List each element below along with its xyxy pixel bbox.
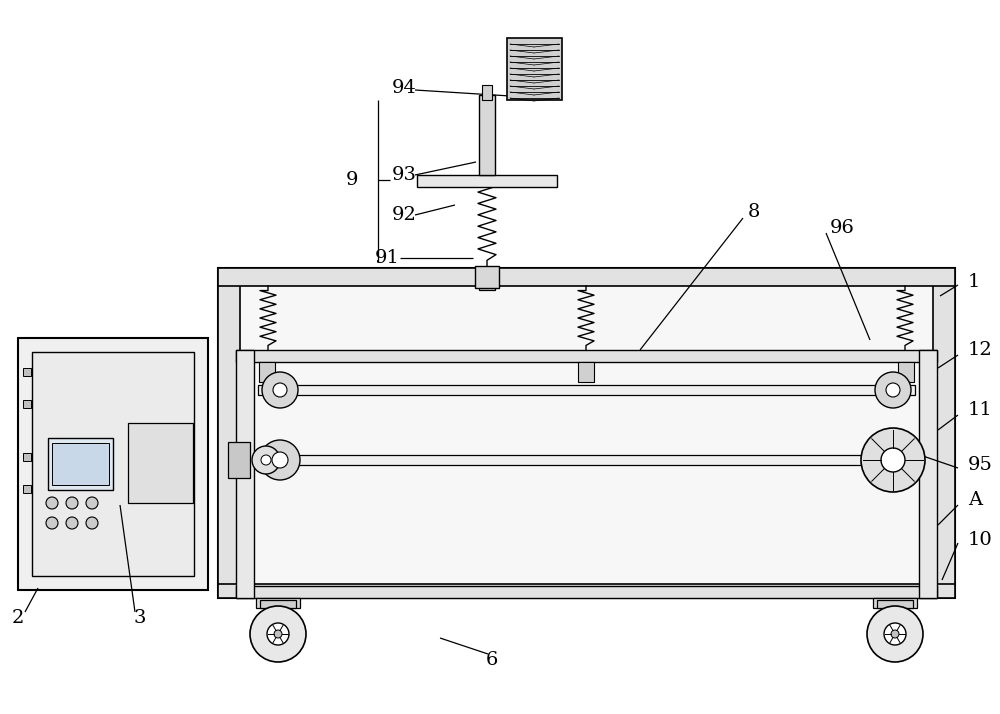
Text: 8: 8 [748,203,760,221]
Bar [218,584,955,598]
Text: 95: 95 [968,456,993,474]
Circle shape [66,497,78,509]
Text: 11: 11 [968,401,993,419]
Circle shape [875,372,911,408]
Circle shape [272,452,288,468]
Text: 94: 94 [392,79,417,97]
Bar [128,423,193,503]
Circle shape [881,448,905,472]
Circle shape [267,623,289,645]
Bar [877,600,913,608]
Text: 2: 2 [12,609,24,627]
Bar [48,438,113,490]
Bar [236,350,937,362]
Bar [479,270,495,290]
Bar [898,362,914,382]
Circle shape [867,606,923,662]
Circle shape [250,606,306,662]
Circle shape [66,517,78,529]
Circle shape [261,455,271,465]
Bar [479,95,495,175]
Circle shape [86,497,98,509]
Bar [873,598,917,608]
Text: 93: 93 [392,166,417,184]
Bar [417,175,557,187]
Circle shape [861,428,925,492]
Bar [259,362,275,382]
Bar [919,350,937,598]
Bar [256,598,300,608]
Circle shape [46,517,58,529]
Text: 92: 92 [392,206,417,224]
Bar [32,352,194,576]
Bar [236,586,937,598]
Bar [236,350,254,598]
Circle shape [884,623,906,645]
Bar [578,362,594,382]
Circle shape [891,630,899,638]
Bar [475,266,499,288]
Text: 3: 3 [134,609,146,627]
Bar [52,443,109,485]
Circle shape [273,383,287,397]
Bar [23,400,31,408]
Bar [218,268,955,286]
Bar [258,455,915,465]
Circle shape [274,630,282,638]
Text: 1: 1 [968,273,980,291]
Bar [228,442,250,478]
Circle shape [252,446,280,474]
Circle shape [262,372,298,408]
Bar [218,268,955,598]
Bar [218,268,240,598]
Circle shape [886,383,900,397]
Bar [482,85,492,100]
Bar [23,368,31,376]
Text: 96: 96 [830,219,855,237]
Bar [18,338,208,590]
Text: A: A [968,491,982,509]
Text: 6: 6 [486,651,498,669]
Bar [260,600,296,608]
Bar [933,268,955,598]
Circle shape [86,517,98,529]
Bar [23,485,31,493]
Circle shape [46,497,58,509]
Text: 91: 91 [375,249,400,267]
Circle shape [260,440,300,480]
Bar [23,453,31,461]
Bar [507,38,562,100]
Text: 10: 10 [968,531,993,549]
Text: 12: 12 [968,341,993,359]
Bar [258,385,915,395]
Text: 9: 9 [346,171,358,189]
